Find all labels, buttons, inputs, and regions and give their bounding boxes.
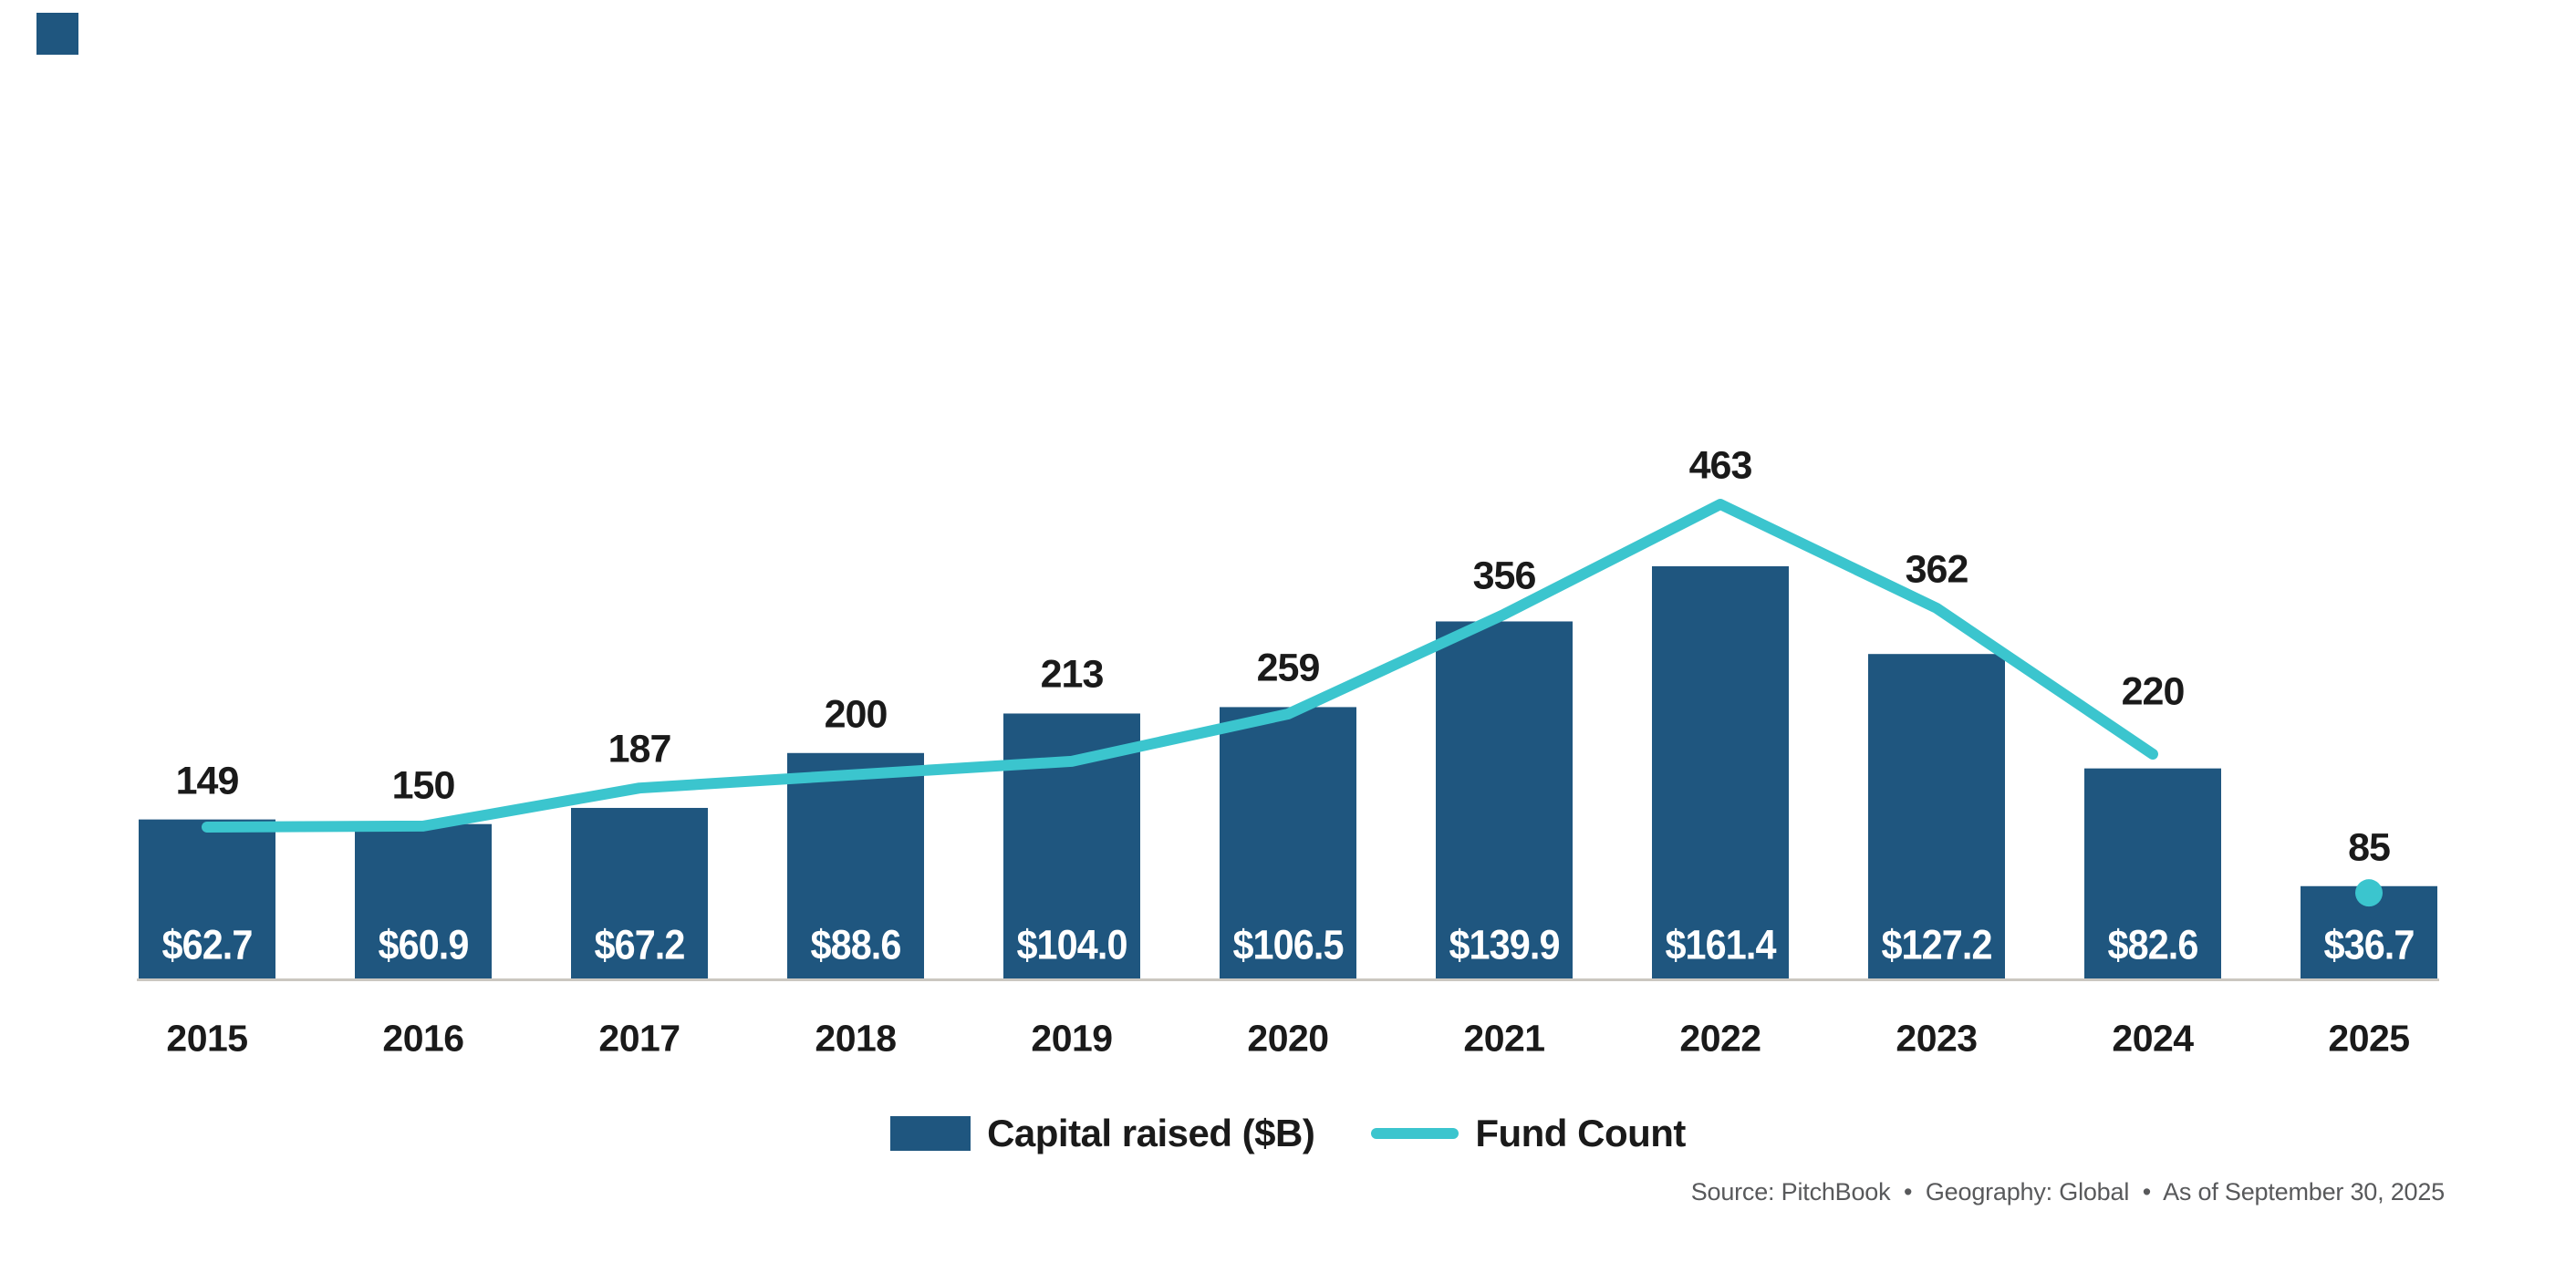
bar-2015 (139, 819, 275, 979)
year-label-2025: 2025 (2328, 1017, 2410, 1060)
year-label-2019: 2019 (1031, 1017, 1113, 1060)
bar-value-label-2018: $88.6 (810, 921, 901, 968)
fund-count-label-2016: 150 (391, 763, 456, 808)
year-label-2018: 2018 (815, 1017, 897, 1060)
fund-count-label-2022: 463 (1688, 443, 1753, 488)
x-axis-baseline (137, 978, 2439, 981)
legend-label-capital-raised: Capital raised ($B) (987, 1112, 1315, 1154)
bar-2016 (355, 823, 492, 979)
bar-value-label-2021: $139.9 (1449, 921, 1560, 968)
fund-count-label-2021: 356 (1472, 554, 1537, 598)
year-label-2016: 2016 (382, 1017, 464, 1060)
bar-value-label-2025: $36.7 (2323, 921, 2415, 968)
brand-square-mark (36, 13, 78, 55)
fund-count-2025-dot-marker (2355, 879, 2383, 907)
bar-2023 (1868, 654, 2005, 979)
fund-count-label-2023: 362 (1905, 547, 1969, 592)
chart-legend: Capital raised ($B) Fund Count (0, 1102, 2576, 1165)
fund-count-label-2018: 200 (824, 692, 888, 737)
legend-item-capital-raised: Capital raised ($B) (890, 1112, 1315, 1154)
fund-count-label-2025: 85 (2348, 825, 2391, 870)
bar-2021 (1436, 621, 1573, 979)
bar-value-label-2017: $67.2 (594, 921, 685, 968)
bar-2017 (571, 807, 708, 979)
bar-2022 (1652, 565, 1789, 979)
year-label-2017: 2017 (598, 1017, 680, 1060)
year-label-2015: 2015 (166, 1017, 248, 1060)
bar-value-label-2020: $106.5 (1232, 921, 1344, 968)
source-note: Source: PitchBook • Geography: Global • … (1690, 1178, 2445, 1206)
year-label-2022: 2022 (1679, 1017, 1761, 1060)
bar-2020 (1220, 707, 1356, 979)
fund-count-line (202, 499, 2158, 833)
year-label-2024: 2024 (2112, 1017, 2194, 1060)
bar-value-label-2022: $161.4 (1665, 921, 1776, 968)
bar-value-label-2016: $60.9 (378, 921, 469, 968)
legend-item-fund-count: Fund Count (1371, 1114, 1686, 1153)
fund-count-label-2020: 259 (1256, 646, 1321, 690)
fund-count-label-2015: 149 (175, 759, 240, 803)
bar-2024 (2084, 768, 2221, 979)
fund-count-label-2024: 220 (2121, 669, 2186, 714)
bar-value-label-2019: $104.0 (1016, 921, 1127, 968)
bar-value-label-2023: $127.2 (1881, 921, 1992, 968)
fund-count-label-2019: 213 (1040, 652, 1105, 697)
bar-value-label-2024: $82.6 (2107, 921, 2198, 968)
legend-bar-swatch-icon (890, 1116, 971, 1151)
year-label-2023: 2023 (1896, 1017, 1978, 1060)
year-label-2020: 2020 (1247, 1017, 1329, 1060)
year-label-2021: 2021 (1463, 1017, 1545, 1060)
legend-label-fund-count: Fund Count (1475, 1112, 1686, 1154)
fund-count-label-2017: 187 (608, 727, 672, 771)
bar-value-label-2015: $62.7 (161, 921, 253, 968)
capital-raised-bars (139, 565, 2437, 979)
legend-line-swatch-icon (1371, 1128, 1459, 1139)
bar-2018 (787, 752, 924, 979)
